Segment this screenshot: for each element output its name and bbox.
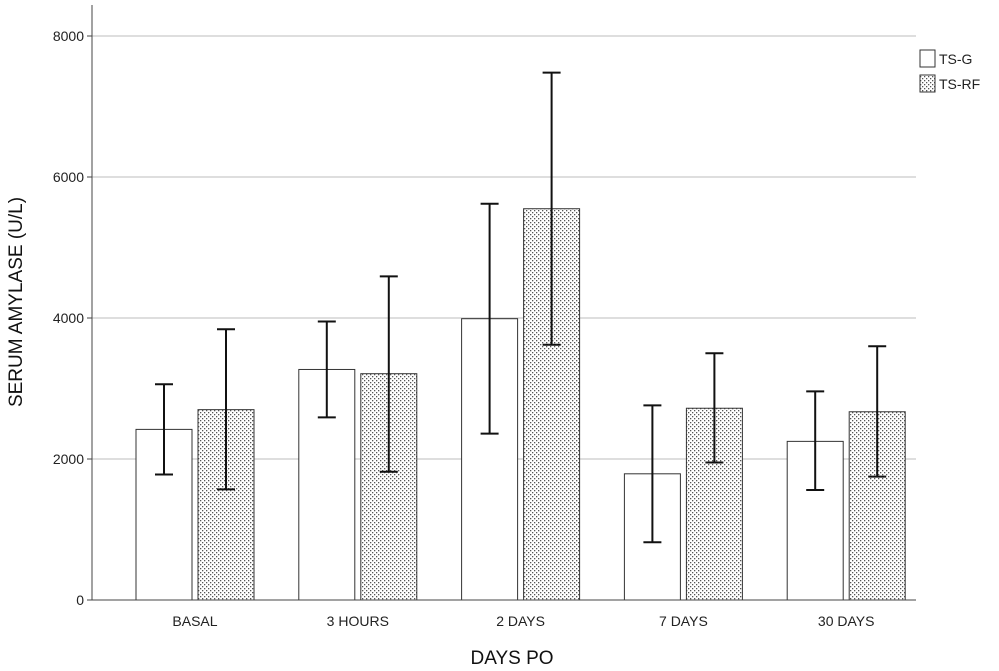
y-tick-label: 4000 xyxy=(53,310,84,326)
y-axis-title: SERUM AMYLASE (U/L) xyxy=(6,197,27,407)
y-tick-label: 2000 xyxy=(53,451,84,467)
error-bars xyxy=(155,71,887,544)
x-tick-label: BASAL xyxy=(172,613,217,629)
y-tick-label: 6000 xyxy=(53,169,84,185)
legend-swatch-ts-rf xyxy=(919,74,936,93)
y-tick-label: 8000 xyxy=(53,28,84,44)
legend-label-ts-rf: TS-RF xyxy=(939,76,980,92)
x-tick-label: 2 DAYS xyxy=(496,613,545,629)
x-axis-title: DAYS PO xyxy=(470,648,553,669)
y-tick-label: 0 xyxy=(76,592,84,608)
x-tick-labels: BASAL 3 HOURS 2 DAYS 7 DAYS 30 DAYS xyxy=(172,613,874,629)
bars xyxy=(135,208,906,601)
legend-swatch-ts-g xyxy=(919,49,936,68)
x-tick-label: 3 HOURS xyxy=(327,613,389,629)
legend: TS-G TS-RF xyxy=(919,49,980,93)
y-tick-labels: 0 2000 4000 6000 8000 xyxy=(53,28,92,608)
legend-label-ts-g: TS-G xyxy=(939,51,972,67)
axes xyxy=(91,5,916,601)
x-tick-label: 30 DAYS xyxy=(818,613,875,629)
x-tick-label: 7 DAYS xyxy=(659,613,708,629)
